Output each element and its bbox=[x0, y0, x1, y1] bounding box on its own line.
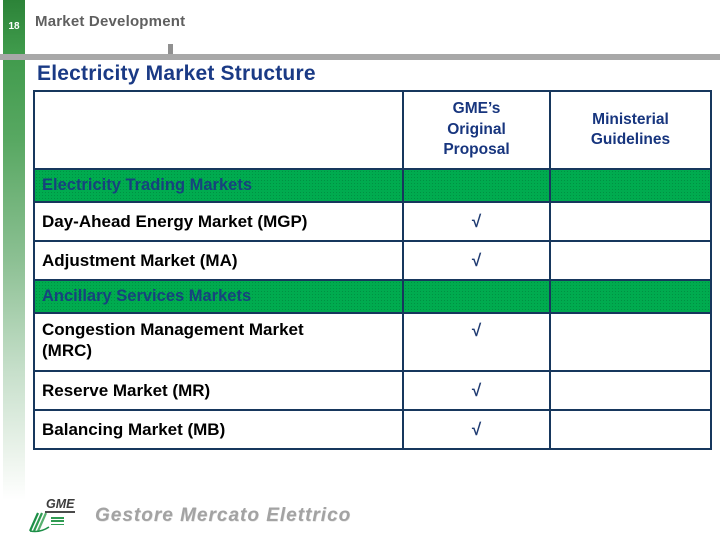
row-label-cell: Reserve Market (MR) bbox=[33, 370, 404, 411]
header-title: Market Development bbox=[35, 13, 186, 30]
table-row: Balancing Market (MB) √ bbox=[33, 409, 712, 450]
table-row: Congestion Management Market (MRC) √ bbox=[33, 312, 712, 372]
gme-swoosh-icon bbox=[28, 512, 50, 533]
section-row: Electricity Trading Markets bbox=[33, 168, 712, 203]
table-body: Electricity Trading Markets Day-Ahead Ene… bbox=[33, 168, 712, 450]
row-label-cell: Congestion Management Market (MRC) bbox=[33, 312, 404, 372]
header-cell-market bbox=[33, 90, 404, 170]
header-cell-gme-proposal: GME’s Original Proposal bbox=[402, 90, 551, 170]
header-row: GME’s Original Proposal Ministerial Guid… bbox=[33, 90, 712, 170]
row-label-cell: Day-Ahead Energy Market (MGP) bbox=[33, 201, 404, 242]
separator-bar bbox=[0, 54, 720, 60]
ministerial-check-cell bbox=[549, 240, 712, 281]
gme-check-cell: √ bbox=[402, 312, 551, 372]
table-row: Reserve Market (MR) √ bbox=[33, 370, 712, 411]
ministerial-check-cell bbox=[549, 370, 712, 411]
footer-tagline: Gestore Mercato Elettrico bbox=[95, 505, 352, 526]
gme-check-cell: √ bbox=[402, 201, 551, 242]
table-row: Adjustment Market (MA) √ bbox=[33, 240, 712, 281]
row-label-cell: Balancing Market (MB) bbox=[33, 409, 404, 450]
gme-check-cell: √ bbox=[402, 409, 551, 450]
market-structure-table: GME’s Original Proposal Ministerial Guid… bbox=[33, 90, 712, 450]
ministerial-check-cell bbox=[549, 201, 712, 242]
gme-cell bbox=[402, 168, 551, 203]
ministerial-check-cell bbox=[549, 409, 712, 450]
section-row: Ancillary Services Markets bbox=[33, 279, 712, 314]
row-label-cell: Adjustment Market (MA) bbox=[33, 240, 404, 281]
section-label-cell: Ancillary Services Markets bbox=[33, 279, 404, 314]
section-label-cell: Electricity Trading Markets bbox=[33, 168, 404, 203]
gme-cell bbox=[402, 279, 551, 314]
gme-logo: GME bbox=[28, 497, 96, 537]
gme-check-cell: √ bbox=[402, 370, 551, 411]
gme-logo-text: GME bbox=[45, 497, 76, 514]
gme-check-cell: √ bbox=[402, 240, 551, 281]
ministerial-cell bbox=[549, 168, 712, 203]
page-number: 18 bbox=[8, 21, 20, 32]
table-row: Day-Ahead Energy Market (MGP) √ bbox=[33, 201, 712, 242]
header-cell-ministerial-guidelines: Ministerial Guidelines bbox=[549, 90, 712, 170]
gme-logo-microtext bbox=[51, 517, 64, 527]
slide-title: Electricity Market Structure bbox=[37, 62, 316, 85]
green-accent-bar bbox=[3, 0, 25, 500]
separator-notch bbox=[168, 44, 173, 54]
ministerial-check-cell bbox=[549, 312, 712, 372]
ministerial-cell bbox=[549, 279, 712, 314]
